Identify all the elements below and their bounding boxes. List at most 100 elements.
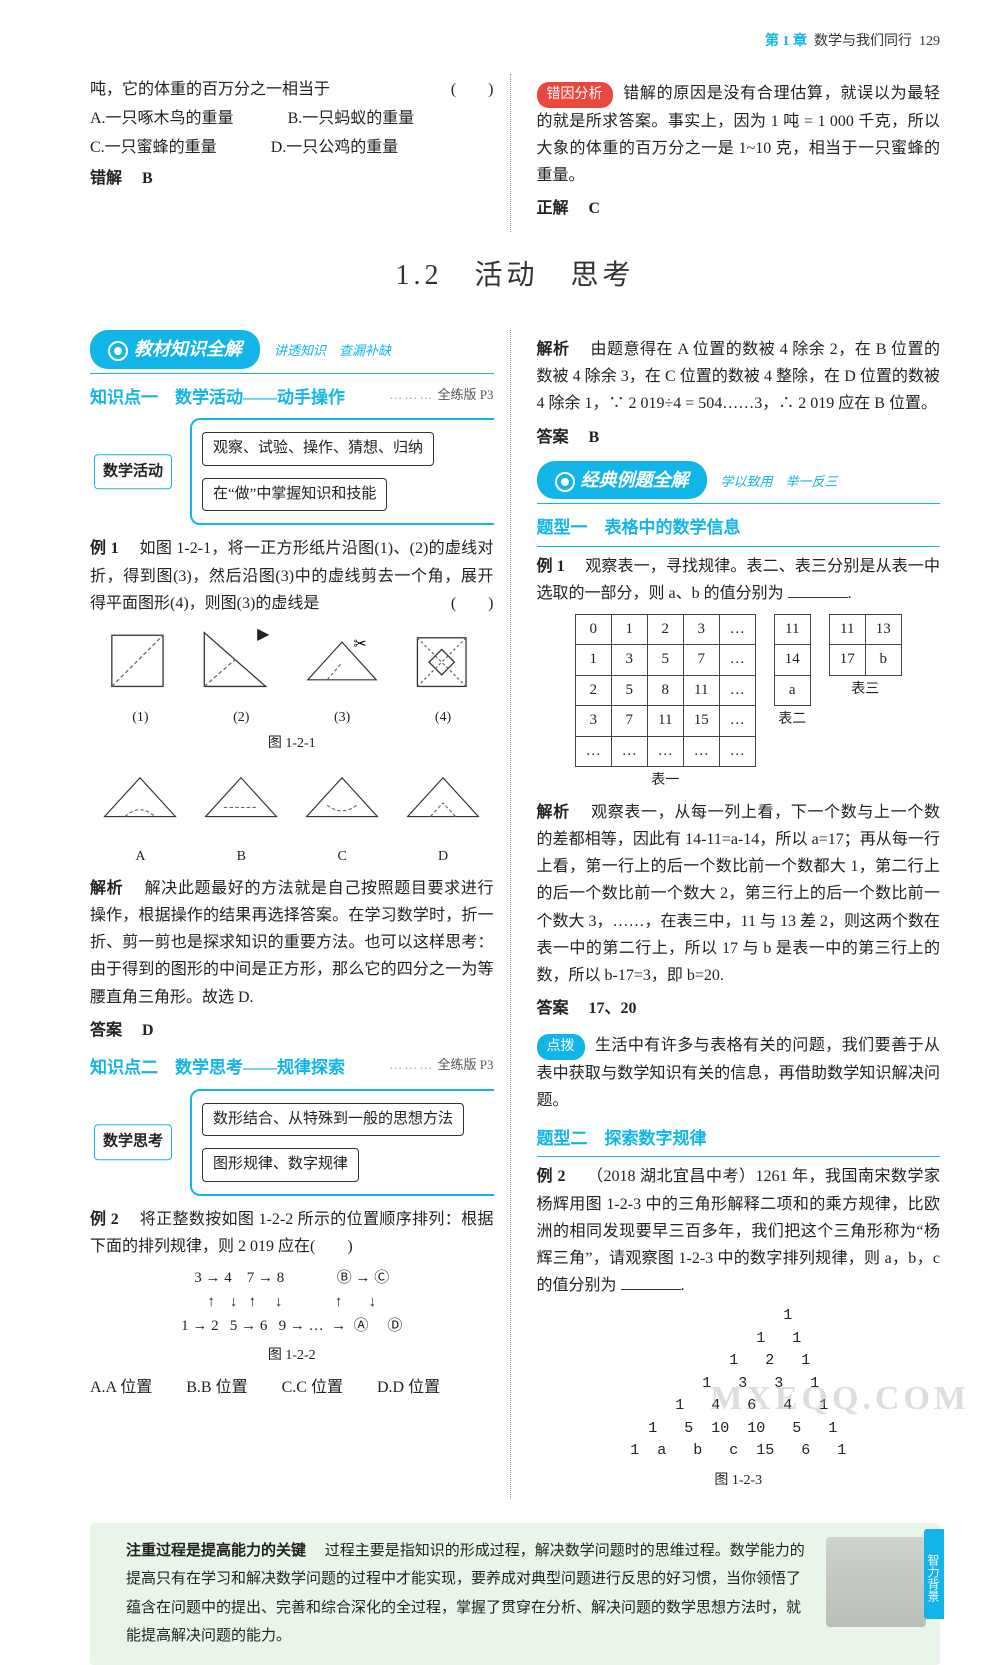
table-cell: … (719, 675, 755, 706)
table-cell: 5 (647, 645, 683, 676)
table-cell: 14 (774, 645, 810, 676)
table-cell: 17 (829, 645, 865, 676)
topic-1-answer: 答案 17、20 (537, 995, 941, 1022)
section-title: 1.2 活动 思考 (90, 252, 940, 300)
options-figures (90, 764, 494, 837)
chapter-title: 数学与我们同行 (814, 34, 912, 49)
page-number: 129 (919, 34, 940, 49)
pill-icon (555, 472, 575, 492)
concept-row: 在“做”中掌握知识和技能 (202, 478, 387, 512)
options-row-1: A.一只啄木鸟的重量 B.一只蚂蚁的重量 (90, 105, 494, 132)
topic-2-example: 例 2 （2018 湖北宜昌中考）1261 年，我国南宋数学家杨辉用图 1-2-… (537, 1163, 941, 1299)
table-cell: 11 (774, 614, 810, 645)
page-header: 第 1 章 数学与我们同行 129 (90, 30, 940, 54)
option-labels: A B C D (90, 845, 494, 869)
analysis-1: 解析 解决此题最好的方法就是自己按照题目要求进行操作，根据操作的结果再选择答案。… (90, 875, 494, 1011)
tip-badge: 点拨 (537, 1034, 585, 1060)
table-cell: … (611, 736, 647, 767)
topic-2-title: 题型二 探索数字规律 (537, 1125, 941, 1158)
answer-1: 答案 D (90, 1017, 494, 1044)
table-cell: 11 (829, 614, 865, 645)
table-cell: … (683, 736, 719, 767)
table-1: 0123…1357…25811…371115……………… 表一 (575, 614, 756, 793)
table-cell: 3 (575, 706, 611, 737)
table-cell: 2 (647, 614, 683, 645)
error-analysis: 错因分析 错解的原因是没有合理估算，就误以为最轻的就是所求答案。事实上，因为 1… (537, 80, 941, 189)
figure-caption: 图 1-2-1 (90, 732, 494, 756)
table-cell: 7 (611, 706, 647, 737)
table-cell: b (865, 645, 901, 676)
main-block: 教材知识全解 讲透知识 查漏补缺 知识点一 数学活动——动手操作 ……… 全练版… (90, 330, 940, 1499)
table-cell: 1 (575, 645, 611, 676)
table-cell: 11 (647, 706, 683, 737)
table-cell: 7 (683, 645, 719, 676)
answer-paren: ( ) (451, 76, 494, 103)
topic-1-analysis: 解析 观察表一，从每一列上看，下一个数与上一个数的差都相等，因此有 14-11=… (537, 799, 941, 989)
example-1: 例 1 如图 1-2-1，将一正方形纸片沿图(1)、(2)的虚线对折，得到图(3… (90, 535, 494, 617)
question-stem: 吨，它的体重的百万分之一相当于 ( ) (90, 76, 494, 103)
pill-icon (108, 341, 128, 361)
table-cell: … (719, 736, 755, 767)
blank (621, 1289, 681, 1290)
table-cell: … (719, 706, 755, 737)
wrong-answer: 错解 B (90, 165, 494, 192)
table-cell: 5 (611, 675, 647, 706)
knowledge-point-1: 知识点一 数学活动——动手操作 ……… 全练版 P3 (90, 384, 494, 413)
concept-row: 观察、试验、操作、猜想、归纳 (202, 432, 434, 466)
topic-1-title: 题型一 表格中的数学信息 (537, 514, 941, 547)
footer-image (826, 1537, 926, 1627)
footer-tab: 智力背景 (924, 1529, 944, 1619)
concept-bracket-2: 数学思考 数形结合、从特殊到一般的思想方法 图形规律、数字规律 (100, 1089, 494, 1196)
table-cell: 0 (575, 614, 611, 645)
table-cell: … (575, 736, 611, 767)
table-cell: 3 (611, 645, 647, 676)
blank (788, 597, 848, 598)
tables: 0123…1357…25811…371115……………… 表一 1114a 表二… (537, 614, 941, 793)
table-cell: 1 (611, 614, 647, 645)
table-cell: … (719, 645, 755, 676)
figure-labels: (1) (2) (3) (4) (90, 706, 494, 730)
concept-bracket-1: 数学活动 观察、试验、操作、猜想、归纳 在“做”中掌握知识和技能 (100, 418, 494, 525)
divider (537, 503, 941, 504)
table-cell: … (647, 736, 683, 767)
bracket-label: 数学思考 (94, 1125, 172, 1161)
figure-caption-2: 图 1-2-2 (90, 1344, 494, 1368)
number-sequence: 3 → 4 7 → 8 Ⓑ → Ⓒ ↑ ↓ ↑ ↓ ↑ ↓ 1 → 2 5 → … (90, 1266, 494, 1338)
options-2: A.A 位置 B.B 位置 C.C 位置 D.D 位置 (90, 1374, 494, 1401)
pill-examples: 经典例题全解 学以致用 举一反三 (537, 461, 941, 500)
watermark: MXEQQ.COM (710, 1370, 970, 1428)
top-right: 错因分析 错解的原因是没有合理估算，就误以为最轻的就是所求答案。事实上，因为 1… (531, 74, 941, 233)
footer-title: 注重过程是提高能力的关键 (126, 1543, 306, 1559)
figure-caption-3: 图 1-2-3 (537, 1469, 941, 1493)
table-cell: … (719, 614, 755, 645)
topic-1-tip: 点拨 生活中有许多与表格有关的问题，我们要善于从表中获取与数学知识有关的信息，再… (537, 1032, 941, 1114)
knowledge-point-2: 知识点二 数学思考——规律探索 ……… 全练版 P3 (90, 1054, 494, 1083)
example-2: 例 2 将正整数按如图 1-2-2 所示的位置顺序排列：根据下面的排列规律，则 … (90, 1206, 494, 1260)
table-cell: 8 (647, 675, 683, 706)
table-cell: 15 (683, 706, 719, 737)
error-badge: 错因分析 (537, 82, 613, 108)
table-cell: 13 (865, 614, 901, 645)
table-cell: 2 (575, 675, 611, 706)
correct-answer: 正解 C (537, 195, 941, 222)
table-2: 1114a 表二 (774, 614, 811, 732)
table-3: 111317b 表三 (829, 614, 902, 702)
table-cell: 3 (683, 614, 719, 645)
pill-textbook: 教材知识全解 讲透知识 查漏补缺 (90, 330, 494, 369)
left-column: 教材知识全解 讲透知识 查漏补缺 知识点一 数学活动——动手操作 ……… 全练版… (90, 330, 511, 1499)
answer-right-top: 答案 B (537, 424, 941, 451)
footer-tip-box: 注重过程是提高能力的关键 过程主要是指知识的形成过程，解决数学问题时的思维过程。… (90, 1523, 940, 1665)
divider (90, 373, 494, 374)
table-cell: 11 (683, 675, 719, 706)
right-column: 解析 由题意得在 A 位置的数被 4 除余 2，在 B 位置的数被 4 除余 3… (531, 330, 941, 1499)
bracket-label: 数学活动 (94, 454, 172, 490)
analysis-right-top: 解析 由题意得在 A 位置的数被 4 除余 2，在 B 位置的数被 4 除余 3… (537, 336, 941, 418)
topic-1-example: 例 1 观察表一，寻找规律。表二、表三分别是从表一中选取的一部分，则 a、b 的… (537, 553, 941, 607)
options-row-2: C.一只蜜蜂的重量 D.一只公鸡的重量 (90, 134, 494, 161)
svg-text:✂: ✂ (354, 636, 367, 653)
top-block: 吨，它的体重的百万分之一相当于 ( ) A.一只啄木鸟的重量 B.一只蚂蚁的重量… (90, 74, 940, 233)
table-cell: a (774, 675, 810, 706)
figure-1-2-1: ▶ ✂ (90, 625, 494, 698)
top-left: 吨，它的体重的百万分之一相当于 ( ) A.一只啄木鸟的重量 B.一只蚂蚁的重量… (90, 74, 511, 233)
chapter-label: 第 1 章 (765, 34, 807, 49)
